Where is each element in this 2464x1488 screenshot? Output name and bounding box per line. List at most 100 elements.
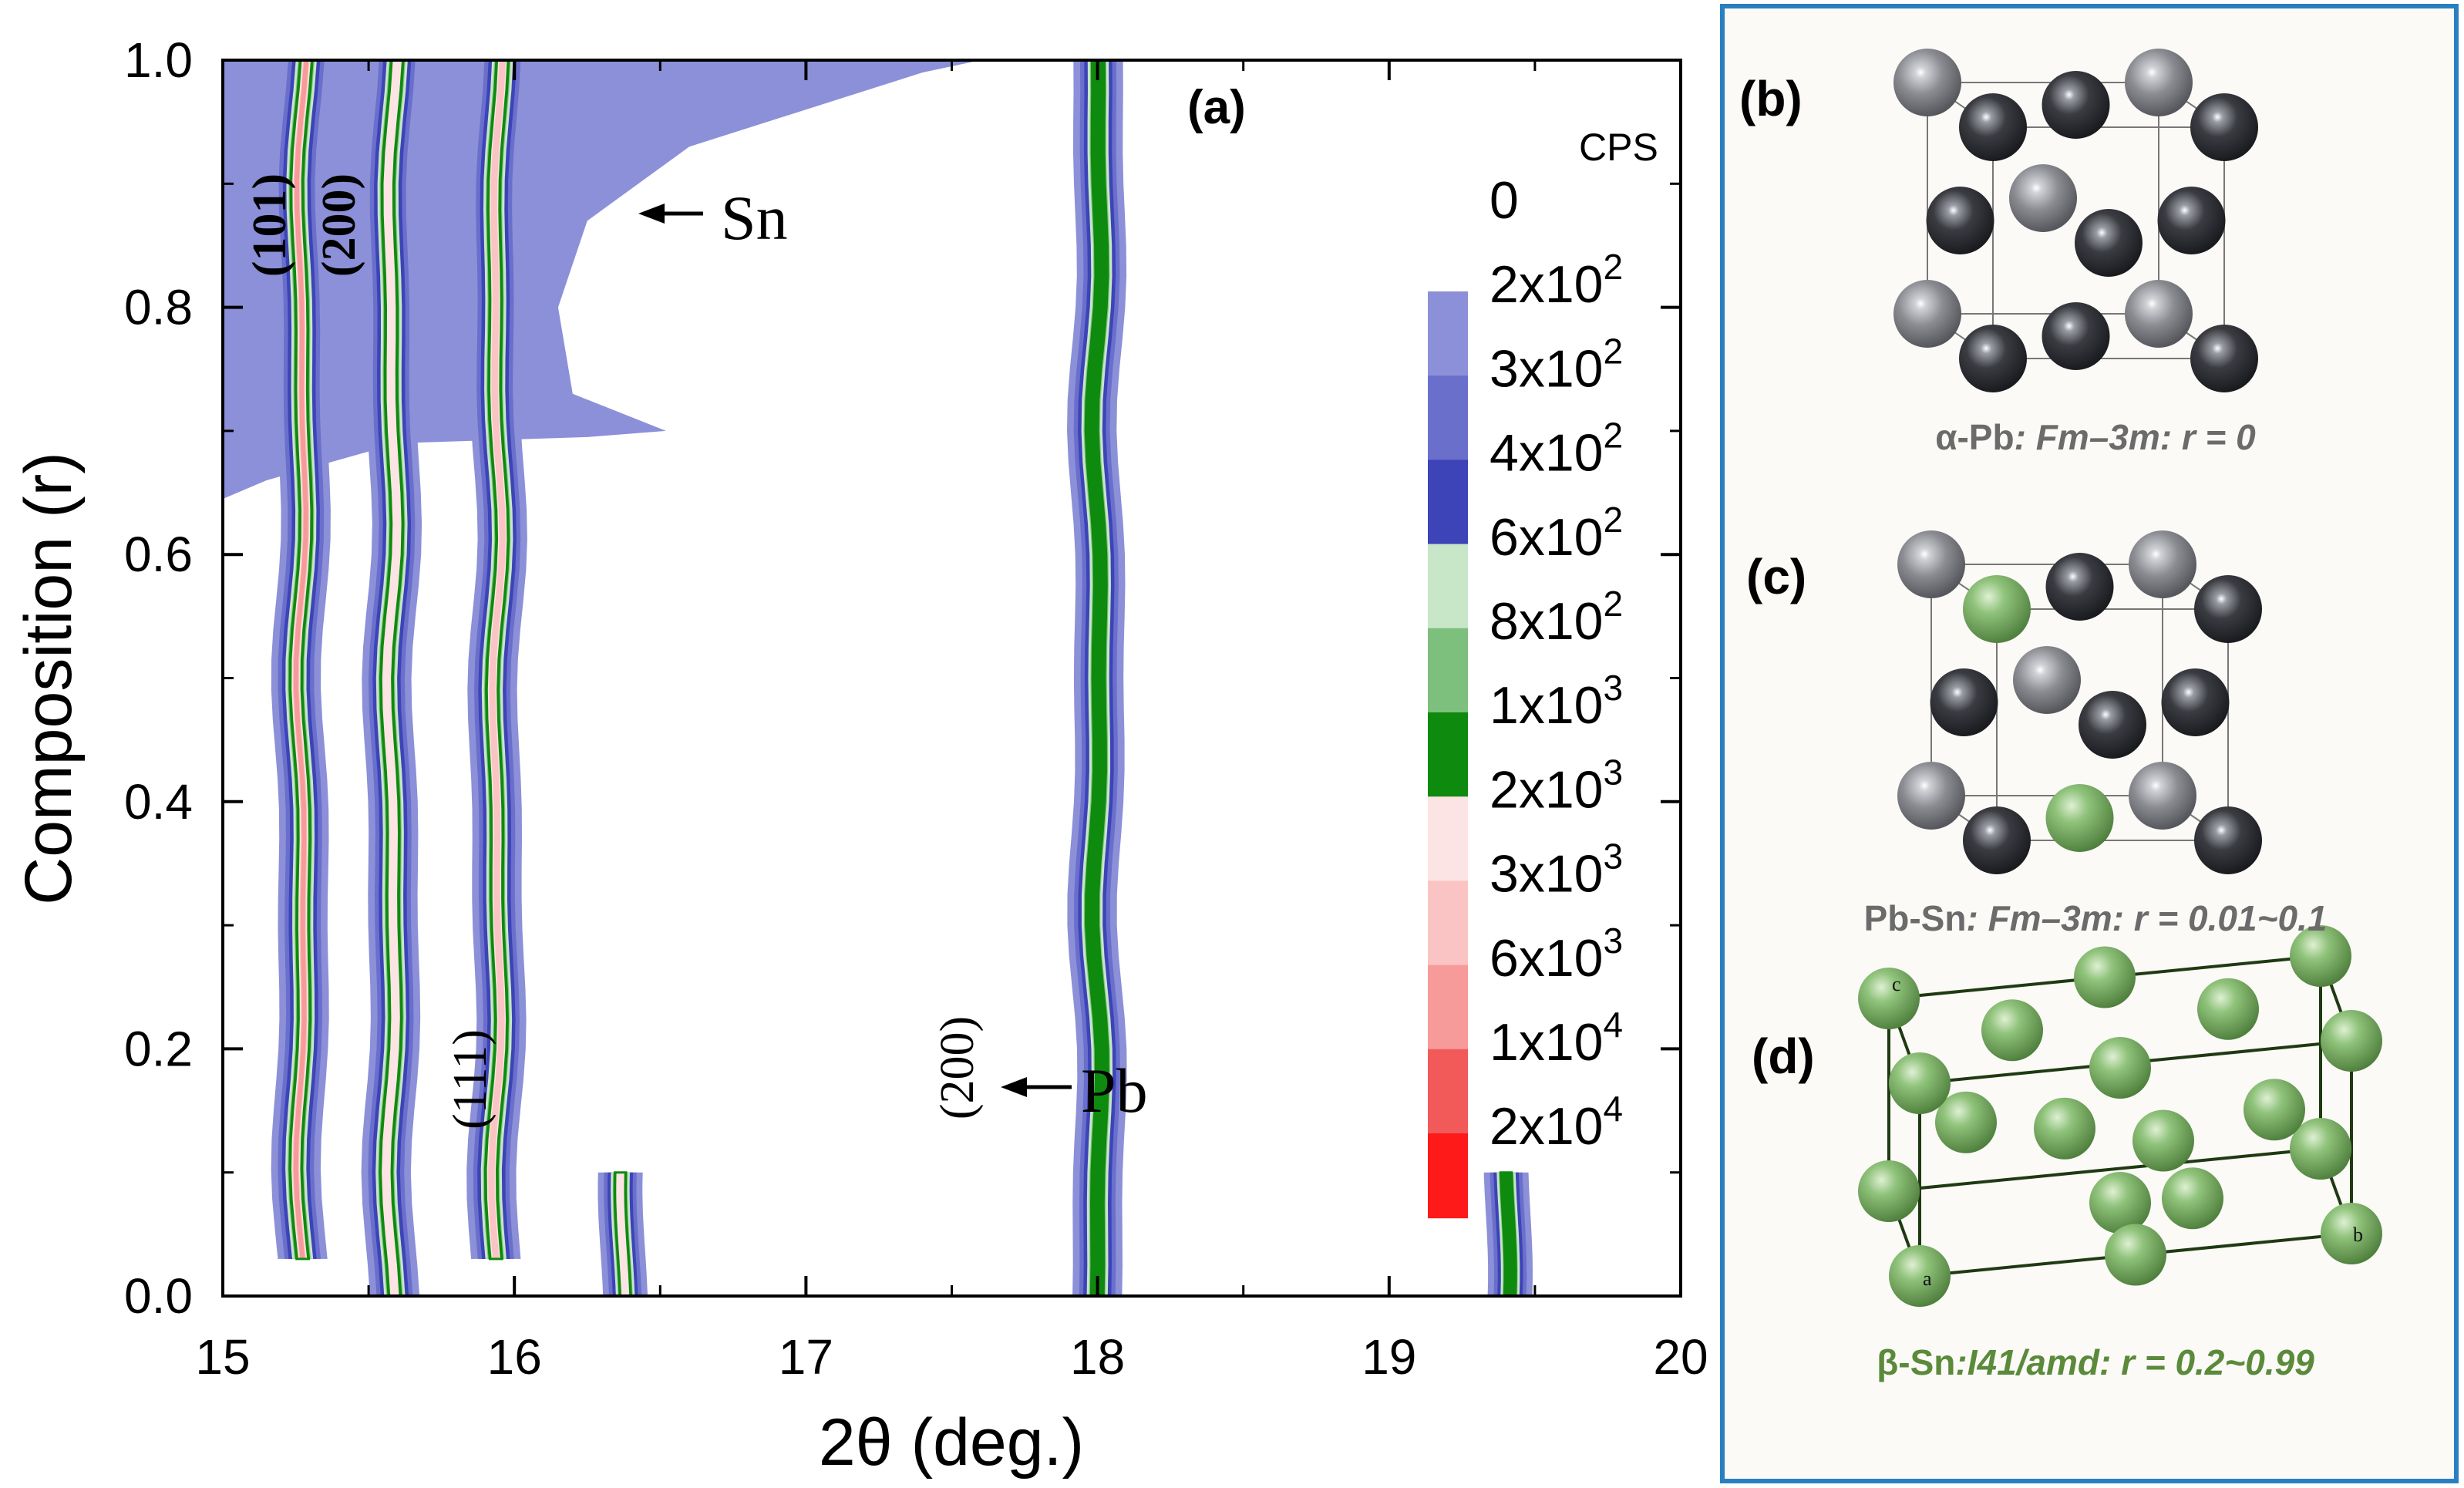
atom	[2244, 1079, 2305, 1141]
y-axis-label: Composition (r)	[12, 452, 86, 905]
annotation-pb-200: (200)	[931, 1016, 984, 1119]
annotation-pb: Pb	[1081, 1055, 1148, 1126]
alpha-pb-structure	[1893, 49, 2258, 392]
colorbar-level-exponent: 3	[1603, 837, 1623, 877]
colorbar-level-label: 2x102	[1490, 247, 1623, 314]
annotation-sn: Sn	[721, 183, 788, 253]
atom	[2162, 1167, 2223, 1230]
atom	[2125, 280, 2193, 348]
atom	[1858, 968, 1920, 1029]
atom	[1930, 668, 1998, 736]
unit-cell-edge	[1888, 1147, 2321, 1193]
peak-3-contour-outline	[483, 60, 510, 1261]
colorbar-level-label: 6x102	[1490, 500, 1623, 567]
atom	[2013, 646, 2081, 714]
atom	[1959, 325, 2027, 392]
contour-plot: 15 16 17 18 19 20 0.00.20.40.60.81.0 2θ (deg.…	[12, 32, 1708, 1480]
annotations: (101) (200) (111) (200) Sn Pb	[244, 173, 1148, 1129]
atom	[1981, 999, 2043, 1062]
colorbar-swatch	[1428, 291, 1468, 377]
caption-beta-sn-phase: β-Sn	[1877, 1342, 1955, 1382]
annotation-sn-200: (200)	[313, 173, 365, 277]
colorbar-level-label: 4x102	[1490, 416, 1623, 483]
atom	[2045, 553, 2114, 621]
colorbar-level-label: 0	[1490, 171, 1519, 230]
atom	[2129, 530, 2196, 598]
annotation-sn-101: (101)	[244, 173, 296, 277]
atom	[2290, 925, 2351, 987]
panel-d-label: (d)	[1752, 1028, 1815, 1084]
atom	[2042, 302, 2110, 370]
pb-sn-structure	[1897, 530, 2262, 874]
colorbar-swatch	[1428, 965, 1468, 1050]
colorbar-swatch	[1428, 880, 1468, 966]
colorbar-swatch	[1428, 712, 1468, 798]
colorbar: CPS 0 2x102 3x102 4x102 6x102 8x102 1x103 2x103…	[1428, 126, 1658, 1219]
atom	[2042, 71, 2110, 139]
atom	[2321, 1010, 2382, 1072]
peak-4-contour-outline	[613, 1171, 632, 1296]
atom	[1959, 93, 2027, 161]
atom	[1897, 762, 1965, 830]
atom	[2161, 668, 2230, 736]
x-tick-label: 20	[1653, 1329, 1708, 1385]
peak-1-contour-level-9	[293, 60, 309, 1259]
y-tick-label: 0.0	[124, 1268, 193, 1324]
atom	[1963, 806, 2031, 874]
colorbar-swatch	[1428, 628, 1468, 713]
crystal-axis-label: c	[1892, 973, 1901, 995]
colorbar-level-exponent: 2	[1603, 331, 1623, 371]
atom	[2194, 806, 2262, 874]
peak-3-contour-level-8	[488, 60, 506, 1259]
colorbar-level-exponent: 4	[1603, 1089, 1623, 1129]
colorbar-swatch	[1428, 375, 1468, 461]
caption-pb-sn-rest: : Fm–3m: r = 0.01~0.1	[1966, 898, 2327, 938]
caption-beta-sn: β-Sn:I41/amd: r = 0.2~0.99	[1877, 1342, 2314, 1382]
colorbar-swatch	[1428, 1049, 1468, 1134]
colorbar-title: CPS	[1579, 126, 1658, 169]
atom	[1893, 280, 1961, 348]
atom	[1889, 1245, 1951, 1307]
caption-alpha-pb-rest: : Fm–3m: r = 0	[2015, 417, 2257, 457]
atom	[2009, 164, 2077, 232]
colorbar-level-exponent: 2	[1603, 500, 1623, 540]
y-tick-label: 0.6	[124, 527, 193, 582]
structures-panel: (b) (c) (d) a b c α-Pb: Fm–3m: r = 0 Pb-Sn…	[1720, 4, 2459, 1483]
y-tick-label: 1.0	[124, 32, 193, 88]
x-tick-label: 18	[1070, 1329, 1125, 1385]
atom	[2034, 1097, 2095, 1160]
atom	[1897, 530, 1965, 598]
atom	[2075, 209, 2143, 277]
colorbar-level-label: 3x102	[1490, 331, 1623, 398]
caption-pb-sn: Pb-Sn: Fm–3m: r = 0.01~0.1	[1864, 898, 2328, 938]
y-tick-label: 0.4	[124, 774, 193, 830]
colorbar-swatch	[1428, 544, 1468, 629]
x-tick-labels: 15 16 17 18 19 20	[195, 1329, 1708, 1385]
colorbar-level-exponent: 3	[1603, 752, 1623, 792]
atom	[2132, 1109, 2194, 1172]
colorbar-swatch	[1428, 796, 1468, 882]
y-tick-label: 0.8	[124, 280, 193, 335]
colorbar-swatch	[1428, 1133, 1468, 1219]
colorbar-swatches	[1428, 291, 1468, 1219]
peak-5-contour-outline	[1084, 60, 1109, 1296]
x-axis-label: 2θ (deg.)	[819, 1406, 1084, 1480]
atom	[2105, 1224, 2166, 1286]
panel-c-label: (c)	[1746, 549, 1806, 604]
atom	[2190, 325, 2258, 392]
atom	[2089, 1172, 2151, 1234]
atom	[2045, 784, 2114, 852]
atom	[2194, 575, 2262, 643]
atom	[2074, 946, 2136, 1008]
peak-6-contour-outline	[1499, 1171, 1517, 1296]
panel-a-label: (a)	[1187, 81, 1246, 134]
colorbar-level-label: 2x103	[1490, 752, 1623, 819]
colorbar-level-label: 1x103	[1490, 668, 1623, 735]
colorbar-level-label: 3x103	[1490, 837, 1623, 904]
atom	[1935, 1091, 1997, 1153]
sn-broad-region	[223, 60, 981, 500]
axis-ticks	[221, 59, 1682, 1298]
colorbar-level-label: 1x104	[1490, 1005, 1623, 1072]
caption-alpha-pb: α-Pb: Fm–3m: r = 0	[1935, 417, 2256, 457]
atom	[2129, 762, 2196, 830]
